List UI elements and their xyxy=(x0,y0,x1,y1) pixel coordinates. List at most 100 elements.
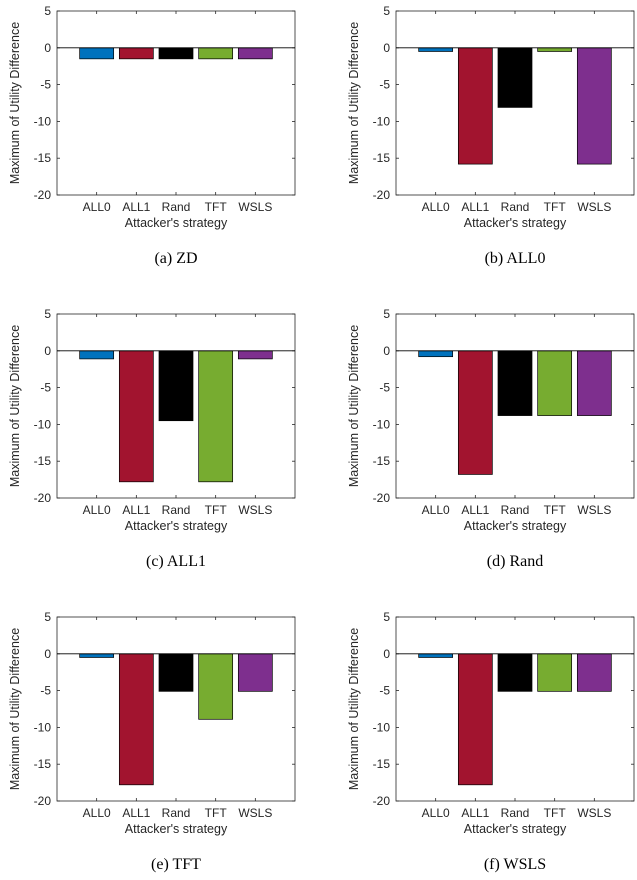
panel-caption: (c) ALL1 xyxy=(146,553,206,570)
x-tick-label: WSLS xyxy=(577,806,611,820)
panel-caption: (d) Rand xyxy=(487,553,543,570)
x-tick-label: ALL1 xyxy=(122,200,150,214)
y-tick-label: -10 xyxy=(373,114,391,128)
x-tick-label: ALL0 xyxy=(422,806,450,820)
bar-rand xyxy=(158,653,194,692)
x-tick-label: Rand xyxy=(162,200,191,214)
y-tick-label: 0 xyxy=(44,647,51,661)
chart-panel: 5 0 -5 -10 -15 -20 ALL0 ALL1 Rand TFT WSLS Attacker… xyxy=(8,4,296,267)
x-tick-label: ALL1 xyxy=(122,503,150,517)
chart-panel: 5 0 -5 -10 -15 -20 ALL0 ALL1 Rand TFT WSLS Attacker… xyxy=(347,307,635,570)
y-tick-label: -5 xyxy=(40,78,51,92)
chart-panel: 5 0 -5 -10 -15 -20 ALL0 ALL1 Rand TFT WSLS Attacker… xyxy=(347,610,635,873)
y-tick-label: -15 xyxy=(373,757,391,771)
x-tick-label: Rand xyxy=(162,503,191,517)
bar-all1 xyxy=(118,653,154,786)
y-tick-label: 5 xyxy=(383,307,390,321)
plot-frame xyxy=(56,616,296,802)
bar-rand xyxy=(158,47,194,60)
chart-panel: 5 0 -5 -10 -15 -20 ALL0 ALL1 Rand TFT WSLS Attacker… xyxy=(8,610,296,873)
y-tick-label: 5 xyxy=(44,4,51,18)
x-tick-label: ALL0 xyxy=(83,200,111,214)
bar-wsls xyxy=(576,47,612,165)
bar-all1 xyxy=(457,47,493,165)
y-tick-label: 0 xyxy=(44,344,51,358)
y-tick-label: 0 xyxy=(383,647,390,661)
y-tick-label: -10 xyxy=(34,720,52,734)
y-axis-label: Maximum of Utility Difference xyxy=(8,325,22,487)
y-tick-label: -20 xyxy=(34,491,52,505)
y-tick-label: -15 xyxy=(373,151,391,165)
panel-caption: (f) WSLS xyxy=(484,856,546,873)
y-tick-label: -20 xyxy=(373,491,391,505)
x-axis-label: Attacker's strategy xyxy=(125,519,228,533)
y-tick-label: -20 xyxy=(373,794,391,808)
bar-rand xyxy=(158,350,194,422)
x-axis-label: Attacker's strategy xyxy=(464,519,567,533)
y-tick-label: -5 xyxy=(379,381,390,395)
bar-all1 xyxy=(118,350,154,483)
x-tick-label: ALL1 xyxy=(461,503,489,517)
y-tick-label: -20 xyxy=(34,188,52,202)
x-axis-label: Attacker's strategy xyxy=(464,822,567,836)
x-axis-label: Attacker's strategy xyxy=(125,216,228,230)
y-tick-label: -15 xyxy=(34,454,52,468)
x-tick-label: ALL0 xyxy=(422,200,450,214)
y-axis-label: Maximum of Utility Difference xyxy=(8,22,22,184)
bar-all0 xyxy=(79,350,115,360)
panel-caption: (a) ZD xyxy=(154,250,197,267)
x-tick-label: WSLS xyxy=(577,200,611,214)
y-tick-label: -20 xyxy=(34,794,52,808)
x-tick-label: TFT xyxy=(544,200,567,214)
x-tick-label: ALL1 xyxy=(461,200,489,214)
x-tick-label: WSLS xyxy=(238,503,272,517)
bar-wsls xyxy=(576,653,612,692)
panel-caption: (e) TFT xyxy=(151,856,201,873)
x-tick-label: WSLS xyxy=(238,806,272,820)
y-tick-label: -10 xyxy=(34,114,52,128)
x-axis-label: Attacker's strategy xyxy=(464,216,567,230)
y-tick-label: -10 xyxy=(373,720,391,734)
x-tick-label: ALL0 xyxy=(422,503,450,517)
plot-frame xyxy=(395,616,635,802)
bar-rand xyxy=(497,350,533,416)
bar-tft xyxy=(198,350,234,483)
x-tick-label: ALL0 xyxy=(83,503,111,517)
x-tick-label: TFT xyxy=(205,200,228,214)
bar-wsls xyxy=(237,350,273,360)
y-tick-label: -15 xyxy=(34,757,52,771)
y-tick-label: 5 xyxy=(383,610,390,624)
y-tick-label: 5 xyxy=(44,307,51,321)
bar-all0 xyxy=(79,47,115,60)
bar-tft xyxy=(537,350,573,416)
bar-wsls xyxy=(237,653,273,692)
bar-wsls xyxy=(237,47,273,60)
bar-all1 xyxy=(457,350,493,475)
bar-all1 xyxy=(118,47,154,60)
y-tick-label: 0 xyxy=(383,41,390,55)
bar-all0 xyxy=(418,350,454,358)
x-tick-label: TFT xyxy=(205,503,228,517)
y-tick-label: -5 xyxy=(40,381,51,395)
y-tick-label: 0 xyxy=(44,41,51,55)
y-tick-label: -5 xyxy=(379,78,390,92)
bar-all0 xyxy=(79,653,115,658)
y-tick-label: -20 xyxy=(373,188,391,202)
x-tick-label: WSLS xyxy=(238,200,272,214)
y-tick-label: 5 xyxy=(383,4,390,18)
bar-all0 xyxy=(418,47,454,52)
panel-caption: (b) ALL0 xyxy=(485,250,546,267)
y-tick-label: -15 xyxy=(34,151,52,165)
x-tick-label: Rand xyxy=(162,806,191,820)
x-tick-label: Rand xyxy=(501,806,530,820)
y-tick-label: 0 xyxy=(383,344,390,358)
x-tick-label: TFT xyxy=(205,806,228,820)
y-tick-label: -10 xyxy=(373,417,391,431)
y-tick-label: -5 xyxy=(379,684,390,698)
bar-wsls xyxy=(576,350,612,416)
chart-panel: 5 0 -5 -10 -15 -20 ALL0 ALL1 Rand TFT WSLS Attacker… xyxy=(347,4,635,267)
y-tick-label: -5 xyxy=(40,684,51,698)
bar-all0 xyxy=(418,653,454,658)
x-tick-label: Rand xyxy=(501,200,530,214)
bar-tft xyxy=(537,47,573,52)
